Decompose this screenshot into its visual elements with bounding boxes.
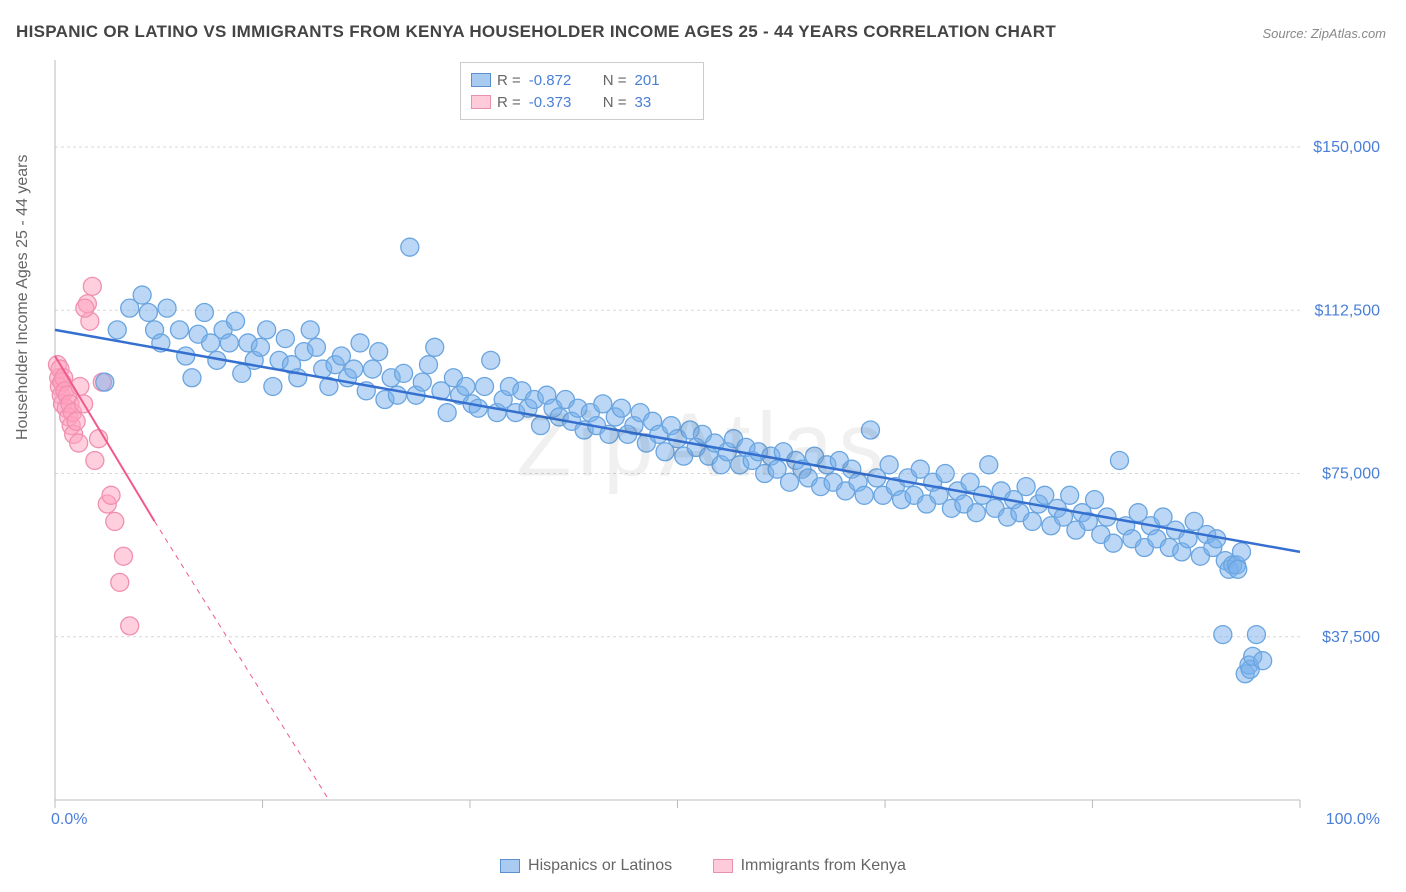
- swatch-pink-icon: [471, 95, 491, 109]
- r-value-blue: -0.872: [529, 72, 587, 89]
- svg-text:$75,000: $75,000: [1322, 466, 1380, 483]
- r-label: R =: [497, 94, 521, 111]
- plot-area: $37,500$75,000$112,500$150,0000.0%100.0%: [55, 60, 1390, 830]
- n-label: N =: [603, 94, 627, 111]
- y-axis-label: Householder Income Ages 25 - 44 years: [14, 155, 32, 441]
- plot-svg: $37,500$75,000$112,500$150,0000.0%100.0%: [55, 60, 1390, 830]
- legend-item-blue: Hispanics or Latinos: [500, 857, 672, 875]
- r-value-pink: -0.373: [529, 94, 587, 111]
- chart-title: HISPANIC OR LATINO VS IMMIGRANTS FROM KE…: [16, 22, 1056, 42]
- svg-text:0.0%: 0.0%: [51, 811, 87, 828]
- n-value-pink: 33: [635, 94, 693, 111]
- chart-container: HISPANIC OR LATINO VS IMMIGRANTS FROM KE…: [0, 0, 1406, 892]
- source-attribution: Source: ZipAtlas.com: [1262, 26, 1386, 41]
- n-label: N =: [603, 72, 627, 89]
- swatch-blue-icon: [500, 859, 520, 873]
- swatch-blue-icon: [471, 73, 491, 87]
- legend-label: Immigrants from Kenya: [741, 857, 906, 875]
- swatch-pink-icon: [713, 859, 733, 873]
- svg-text:100.0%: 100.0%: [1326, 811, 1380, 828]
- legend-series: Hispanics or Latinos Immigrants from Ken…: [0, 857, 1406, 878]
- svg-text:$150,000: $150,000: [1313, 139, 1380, 156]
- legend-row-pink: R = -0.373 N = 33: [471, 91, 693, 113]
- svg-text:$112,500: $112,500: [1314, 302, 1380, 319]
- legend-item-pink: Immigrants from Kenya: [713, 857, 906, 875]
- n-value-blue: 201: [635, 72, 693, 89]
- svg-text:$37,500: $37,500: [1322, 629, 1380, 646]
- r-label: R =: [497, 72, 521, 89]
- legend-row-blue: R = -0.872 N = 201: [471, 69, 693, 91]
- legend-label: Hispanics or Latinos: [528, 857, 672, 875]
- legend-correlation: R = -0.872 N = 201 R = -0.373 N = 33: [460, 62, 704, 120]
